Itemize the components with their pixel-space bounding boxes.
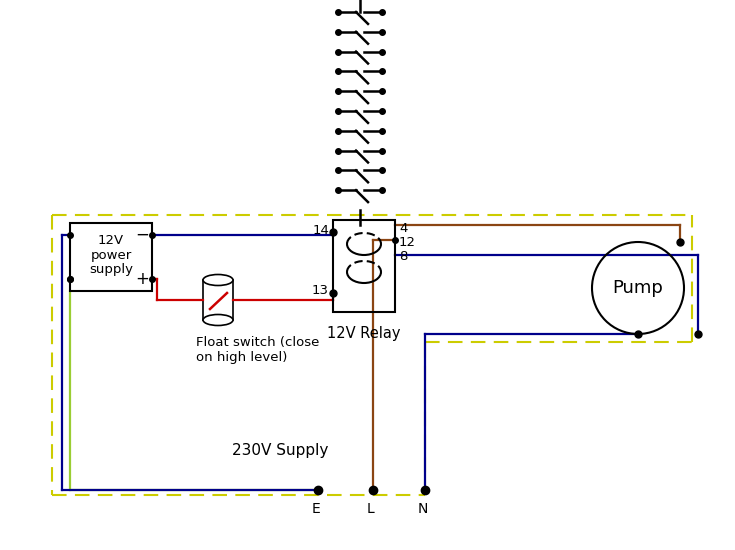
Text: 8: 8 (399, 250, 407, 263)
Bar (333, 220, 395, 312)
Text: 230V Supply: 230V Supply (232, 443, 329, 458)
Text: 13: 13 (312, 283, 329, 296)
Text: 12V Relay: 12V Relay (327, 326, 401, 341)
Ellipse shape (203, 315, 233, 326)
Text: −: − (135, 226, 149, 244)
Text: N: N (417, 502, 429, 516)
Text: E: E (312, 502, 320, 516)
Text: 12: 12 (399, 236, 416, 249)
Text: 4: 4 (399, 222, 407, 235)
Text: Pump: Pump (612, 279, 664, 297)
Bar (70, 223, 152, 291)
Text: L: L (367, 502, 375, 516)
Text: 12V
power
supply: 12V power supply (89, 234, 133, 277)
Ellipse shape (203, 274, 233, 285)
Text: 14: 14 (312, 223, 329, 236)
Text: Float switch (close
on high level): Float switch (close on high level) (196, 336, 320, 364)
Text: +: + (135, 270, 149, 288)
